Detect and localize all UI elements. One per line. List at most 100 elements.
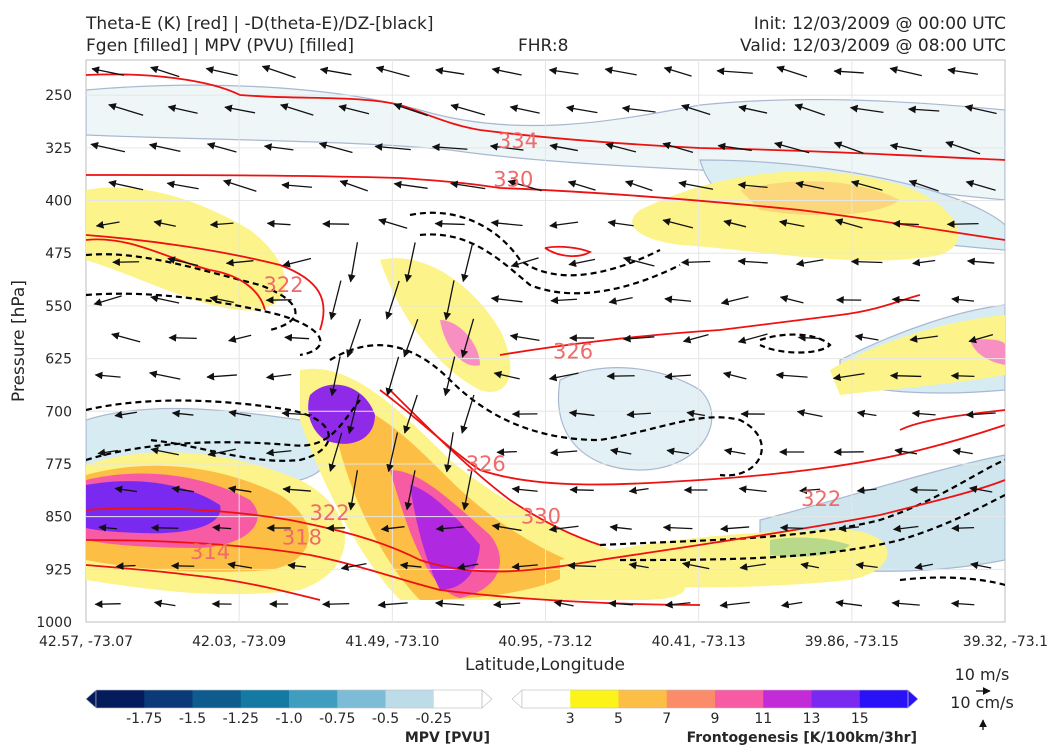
fgen-tick-label: 3 — [566, 711, 575, 727]
wind-arrow — [339, 179, 368, 192]
wind-arrow — [461, 470, 473, 511]
wind-arrow — [794, 103, 825, 116]
wind-arrow — [386, 432, 399, 473]
wind-arrow — [403, 394, 418, 434]
wind-arrow — [404, 470, 416, 511]
wind-arrow — [548, 67, 579, 75]
theta-e-330 — [86, 174, 1005, 241]
wind-arrow — [738, 104, 768, 114]
wind-arrow — [609, 523, 632, 532]
fgen-swatch — [618, 690, 668, 708]
wind-arrow — [889, 371, 922, 380]
wind-arrow — [148, 142, 181, 152]
theta-e-326 — [499, 294, 921, 356]
wind-arrow — [799, 486, 821, 495]
wind-arrow — [833, 141, 864, 154]
stability-contour-7 — [86, 399, 361, 462]
wind-arrow — [833, 67, 864, 76]
wind-arrow — [148, 370, 181, 380]
mpv-tick-label: -1.0 — [275, 711, 302, 727]
wind-arrow — [443, 356, 456, 397]
wind-arrow — [435, 67, 465, 75]
wind-arrow — [719, 600, 750, 609]
theta-e-label: 326 — [466, 452, 506, 476]
wind-arrow — [835, 599, 863, 608]
theta-e-label: 322 — [309, 501, 349, 525]
wind-arrow — [167, 256, 199, 267]
y-tick-label: 1000 — [36, 615, 72, 631]
wind-arrow — [567, 180, 596, 191]
wind-arrow — [965, 179, 996, 191]
wind-arrow — [911, 409, 936, 418]
wind-arrow — [91, 66, 125, 76]
wind-arrow — [850, 179, 883, 191]
wind-arrow — [795, 180, 825, 190]
wind-arrow — [449, 180, 486, 190]
fgen-tick-label: 11 — [754, 711, 772, 727]
wind-arrow — [489, 142, 524, 151]
wind-arrow — [150, 294, 180, 304]
theta-e-label: 322 — [264, 273, 304, 297]
theta-e-322-upper — [86, 234, 325, 331]
wind-arrow — [608, 599, 634, 608]
wind-arrow — [318, 141, 353, 154]
valid-time: Valid: 12/03/2009 @ 08:00 UTC — [740, 36, 1006, 56]
wind-arrow — [720, 524, 750, 533]
x-tick-label: 39.32, -73.1 — [963, 634, 1048, 650]
theta-e-label: 326 — [553, 340, 593, 364]
wind-arrow — [622, 334, 655, 343]
y-tick-label: 700 — [45, 404, 72, 420]
wind-arrow — [737, 257, 768, 266]
wind-arrow — [604, 66, 637, 76]
stability-contour-3 — [409, 211, 661, 277]
wind-arrow — [377, 600, 408, 609]
y-axis-label: Pressure [hPa] — [9, 280, 29, 402]
wind-arrow — [950, 371, 975, 380]
wind-arrow — [510, 257, 539, 268]
wind-arrow — [964, 104, 997, 115]
wind-arrow — [263, 143, 294, 151]
wind-arrow — [456, 562, 479, 571]
wind-arrow — [461, 242, 474, 283]
wind-arrow — [378, 218, 408, 229]
wind-arrow — [568, 409, 595, 418]
wind-arrow — [907, 105, 940, 114]
theta-e-label: 330 — [493, 167, 533, 191]
wind-arrow — [662, 218, 694, 229]
wind-arrow — [435, 524, 464, 533]
wind-arrow — [946, 220, 979, 229]
wind-arrow — [549, 142, 578, 152]
wind-arrow — [385, 356, 400, 396]
fgen-tick-label: 13 — [803, 711, 821, 727]
mpv-swatch — [289, 690, 338, 708]
theta-e-326-upper — [86, 238, 266, 311]
wind-arrow — [206, 372, 237, 381]
wind-arrow — [621, 104, 656, 113]
stability-contour-8 — [759, 333, 832, 354]
wind-arrow — [607, 219, 634, 228]
wind-arrow — [894, 447, 918, 456]
wind-arrow — [460, 394, 475, 434]
wind-arrow — [908, 179, 939, 192]
wind-arrow — [434, 599, 465, 608]
wind-arrow — [892, 524, 919, 533]
stability-contour-6 — [329, 344, 763, 477]
wind-arrow — [281, 409, 312, 418]
wind-arrow — [434, 219, 465, 228]
wind-arrow — [970, 561, 992, 570]
wind-arrow — [800, 561, 820, 570]
wind-arrow — [568, 258, 596, 268]
wind-arrow — [321, 600, 350, 609]
wind-arrow — [490, 295, 523, 303]
wind-arrow — [663, 66, 692, 77]
wind-arrow — [509, 332, 540, 341]
fgen-fill-center-core — [440, 320, 480, 366]
wind-arrow — [98, 523, 118, 532]
wind-arrow — [567, 561, 597, 570]
wind-arrow — [856, 409, 877, 418]
wind-arrow — [797, 333, 822, 342]
wind-arrow — [838, 524, 860, 533]
wind-arrow — [282, 257, 312, 268]
wind-arrow — [550, 296, 577, 305]
